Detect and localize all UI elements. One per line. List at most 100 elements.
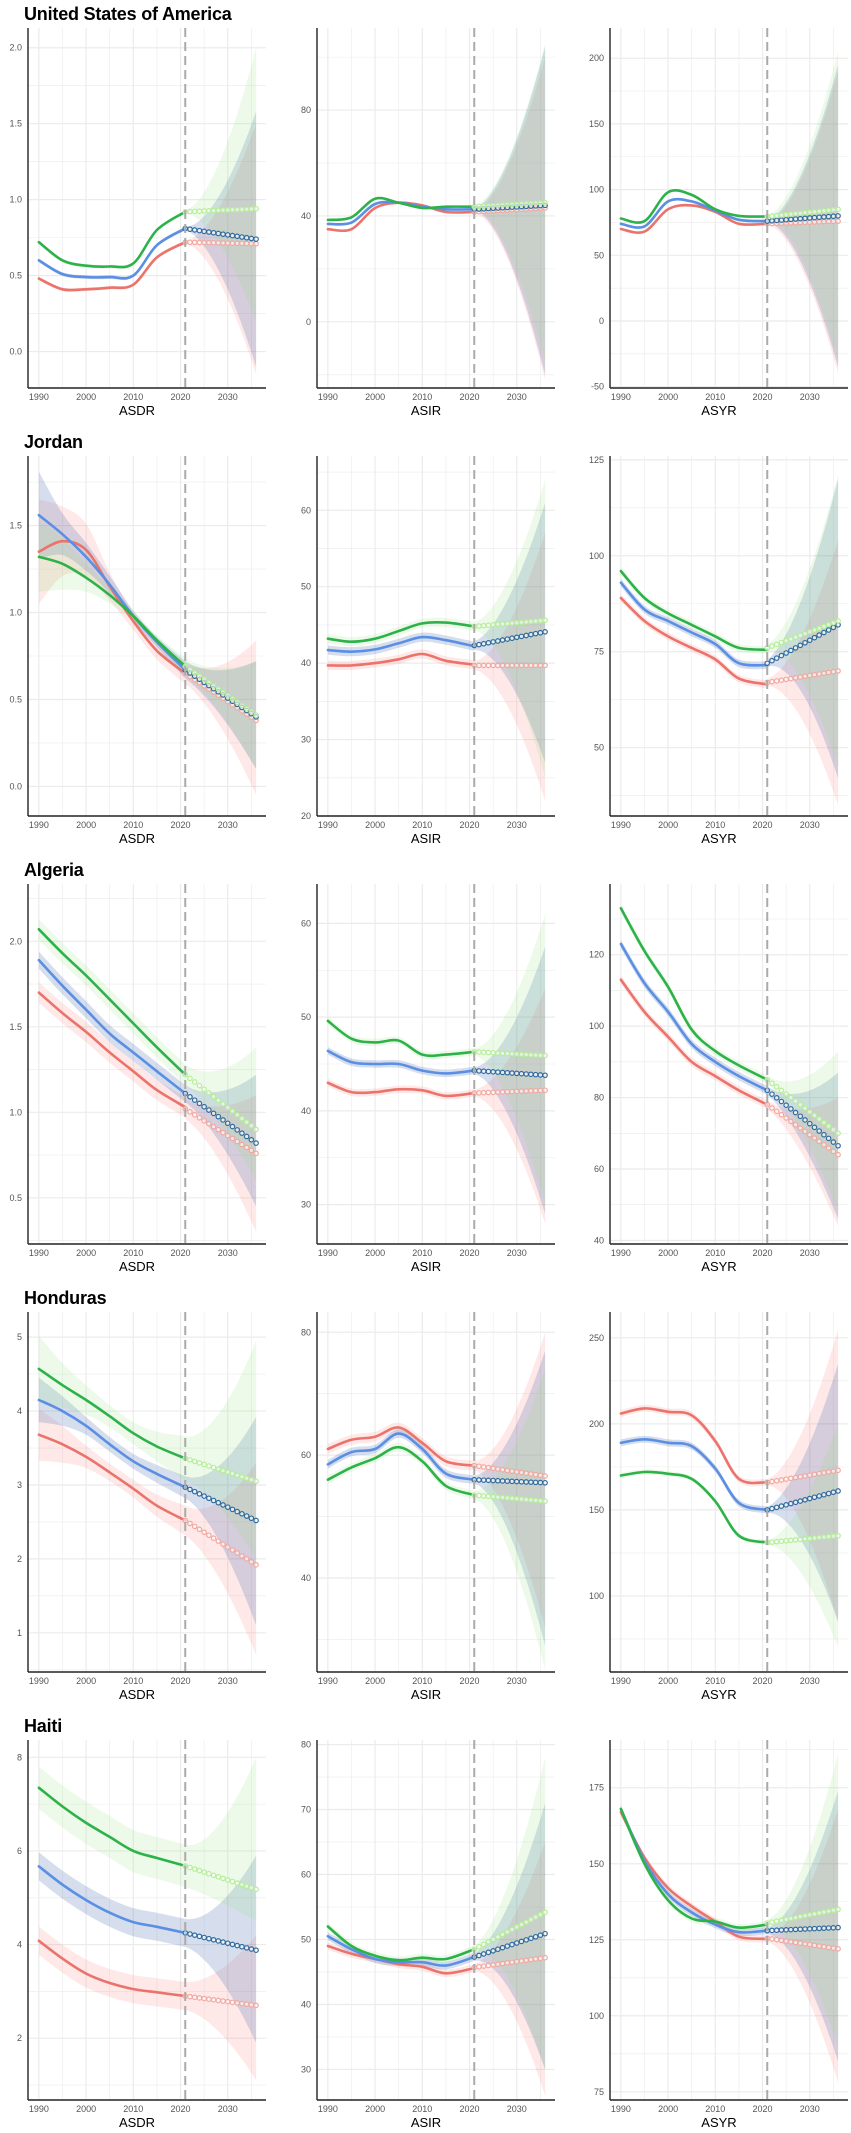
green-projection-point: [528, 1052, 534, 1058]
red-projection-point: [783, 676, 789, 683]
x-axis-title: ASIR: [411, 831, 441, 846]
green-projection-point: [191, 1079, 198, 1085]
red-projection-point: [816, 1470, 822, 1477]
green-projection-point: [783, 637, 789, 644]
blue-projection-point: [778, 652, 785, 659]
blue-projection-point: [830, 624, 837, 631]
blue-projection-point: [253, 1517, 259, 1524]
red-historical-line: [326, 652, 476, 667]
blue-projection-point: [201, 1934, 207, 1941]
blue-historical-line: [326, 635, 476, 654]
green-projection-point: [201, 208, 207, 214]
blue-projection-ci-band: [185, 1417, 257, 1626]
green-historical-line: [326, 1925, 476, 1962]
blue-projection-point: [830, 1925, 837, 1931]
plot-area: [37, 471, 259, 796]
green-projection-point: [802, 1536, 808, 1542]
red-projection-point: [769, 678, 775, 685]
blue-projection-point: [476, 1952, 482, 1959]
green-projection-point: [788, 211, 794, 217]
red-projection-point: [485, 1089, 492, 1096]
blue-projection-point: [504, 1069, 511, 1076]
blue-projection-point: [802, 1117, 808, 1123]
green-projection-point: [811, 1911, 818, 1917]
panel-asyr-3: 100 150 200 250 1990 2000 2010 2020 2030 ASYR: [589, 1312, 848, 1702]
red-projection-point: [825, 669, 832, 676]
green-projection-point: [196, 673, 203, 679]
blue-projection-point: [513, 1070, 520, 1077]
red-projection-point: [191, 1112, 198, 1118]
x-tick-label: 1990: [611, 820, 631, 830]
x-tick-label: 2030: [218, 820, 238, 830]
blue-projection-point: [239, 1130, 245, 1136]
y-tick-label: 60: [594, 1164, 604, 1174]
x-tick-label: 2020: [753, 820, 773, 830]
red-projection-point: [788, 1475, 794, 1482]
x-tick-label: 1990: [318, 820, 338, 830]
red-historical-line: [37, 1939, 187, 1998]
green-projection-point: [504, 202, 511, 208]
x-tick-label: 1990: [611, 1248, 631, 1258]
red-projection-point: [518, 662, 525, 669]
green-projection-point: [224, 1104, 231, 1111]
green-projection-point: [769, 1080, 775, 1087]
red-projection-point: [835, 1946, 841, 1952]
green-projection-ci-band: [185, 1047, 257, 1181]
blue-projection-point: [542, 1479, 548, 1486]
green-historical-line: [37, 1786, 187, 1868]
red-projection-point: [490, 1465, 496, 1472]
blue-projection-point: [778, 1503, 785, 1509]
green-projection-point: [792, 1098, 799, 1104]
blue-projection-point: [778, 217, 785, 223]
green-projection-point: [187, 1075, 193, 1082]
blue-historical-line: [37, 1865, 187, 1935]
green-projection-point: [229, 1878, 236, 1885]
blue-projection-point: [504, 1478, 511, 1484]
blue-projection-point: [243, 1945, 250, 1951]
red-projection-point: [830, 668, 837, 675]
green-projection-point: [518, 1496, 525, 1502]
x-tick-label: 2030: [507, 2104, 527, 2114]
red-projection-point: [532, 1087, 539, 1094]
plot-area: [619, 51, 841, 374]
red-projection-point: [187, 1109, 193, 1115]
green-historical-ci-band: [327, 1442, 475, 1500]
blue-projection-ci-band: [767, 1790, 839, 2062]
blue-projection-point: [196, 1933, 203, 1940]
red-projection-point: [835, 1467, 841, 1474]
red-projection-point: [224, 240, 231, 246]
green-projection-ci-band: [185, 1757, 257, 1922]
red-projection-point: [480, 1089, 487, 1096]
red-projection-point: [248, 2002, 255, 2008]
red-projection-point: [811, 1471, 818, 1478]
red-projection-point: [201, 239, 207, 246]
green-projection-ci-band: [474, 1369, 546, 1671]
x-axis-title: ASYR: [701, 831, 736, 846]
blue-projection-point: [191, 1932, 198, 1938]
blue-projection-ci-band: [767, 64, 839, 368]
red-projection-point: [220, 1129, 226, 1136]
red-projection-point: [769, 1105, 775, 1111]
x-tick-label: 1990: [611, 392, 631, 402]
blue-projection-point: [191, 227, 198, 233]
blue-projection-point: [224, 232, 231, 238]
green-projection-point: [210, 1464, 217, 1471]
blue-projection-point: [764, 660, 771, 667]
blue-projection-point: [182, 1930, 189, 1936]
green-projection-point: [229, 1470, 236, 1477]
blue-projection-point: [499, 1478, 506, 1484]
x-axis-title: ASDR: [119, 1687, 155, 1702]
blue-projection-point: [528, 1935, 534, 1942]
y-tick-label: 40: [301, 211, 311, 221]
blue-projection-point: [821, 214, 827, 220]
green-projection-point: [797, 1536, 804, 1543]
country-title-algeria: Algeria: [24, 860, 84, 880]
y-tick-label: 1.0: [9, 1107, 22, 1117]
blue-historical-line: [619, 197, 769, 229]
panel-asdr-0: 0.0 0.5 1.0 1.5 2.0 1990 2000 2010 2020 2030 ASDR: [9, 28, 266, 418]
green-projection-point: [206, 1090, 212, 1096]
blue-projection-point: [811, 634, 818, 641]
red-projection-point: [509, 1088, 515, 1095]
red-projection-point: [537, 1472, 544, 1479]
